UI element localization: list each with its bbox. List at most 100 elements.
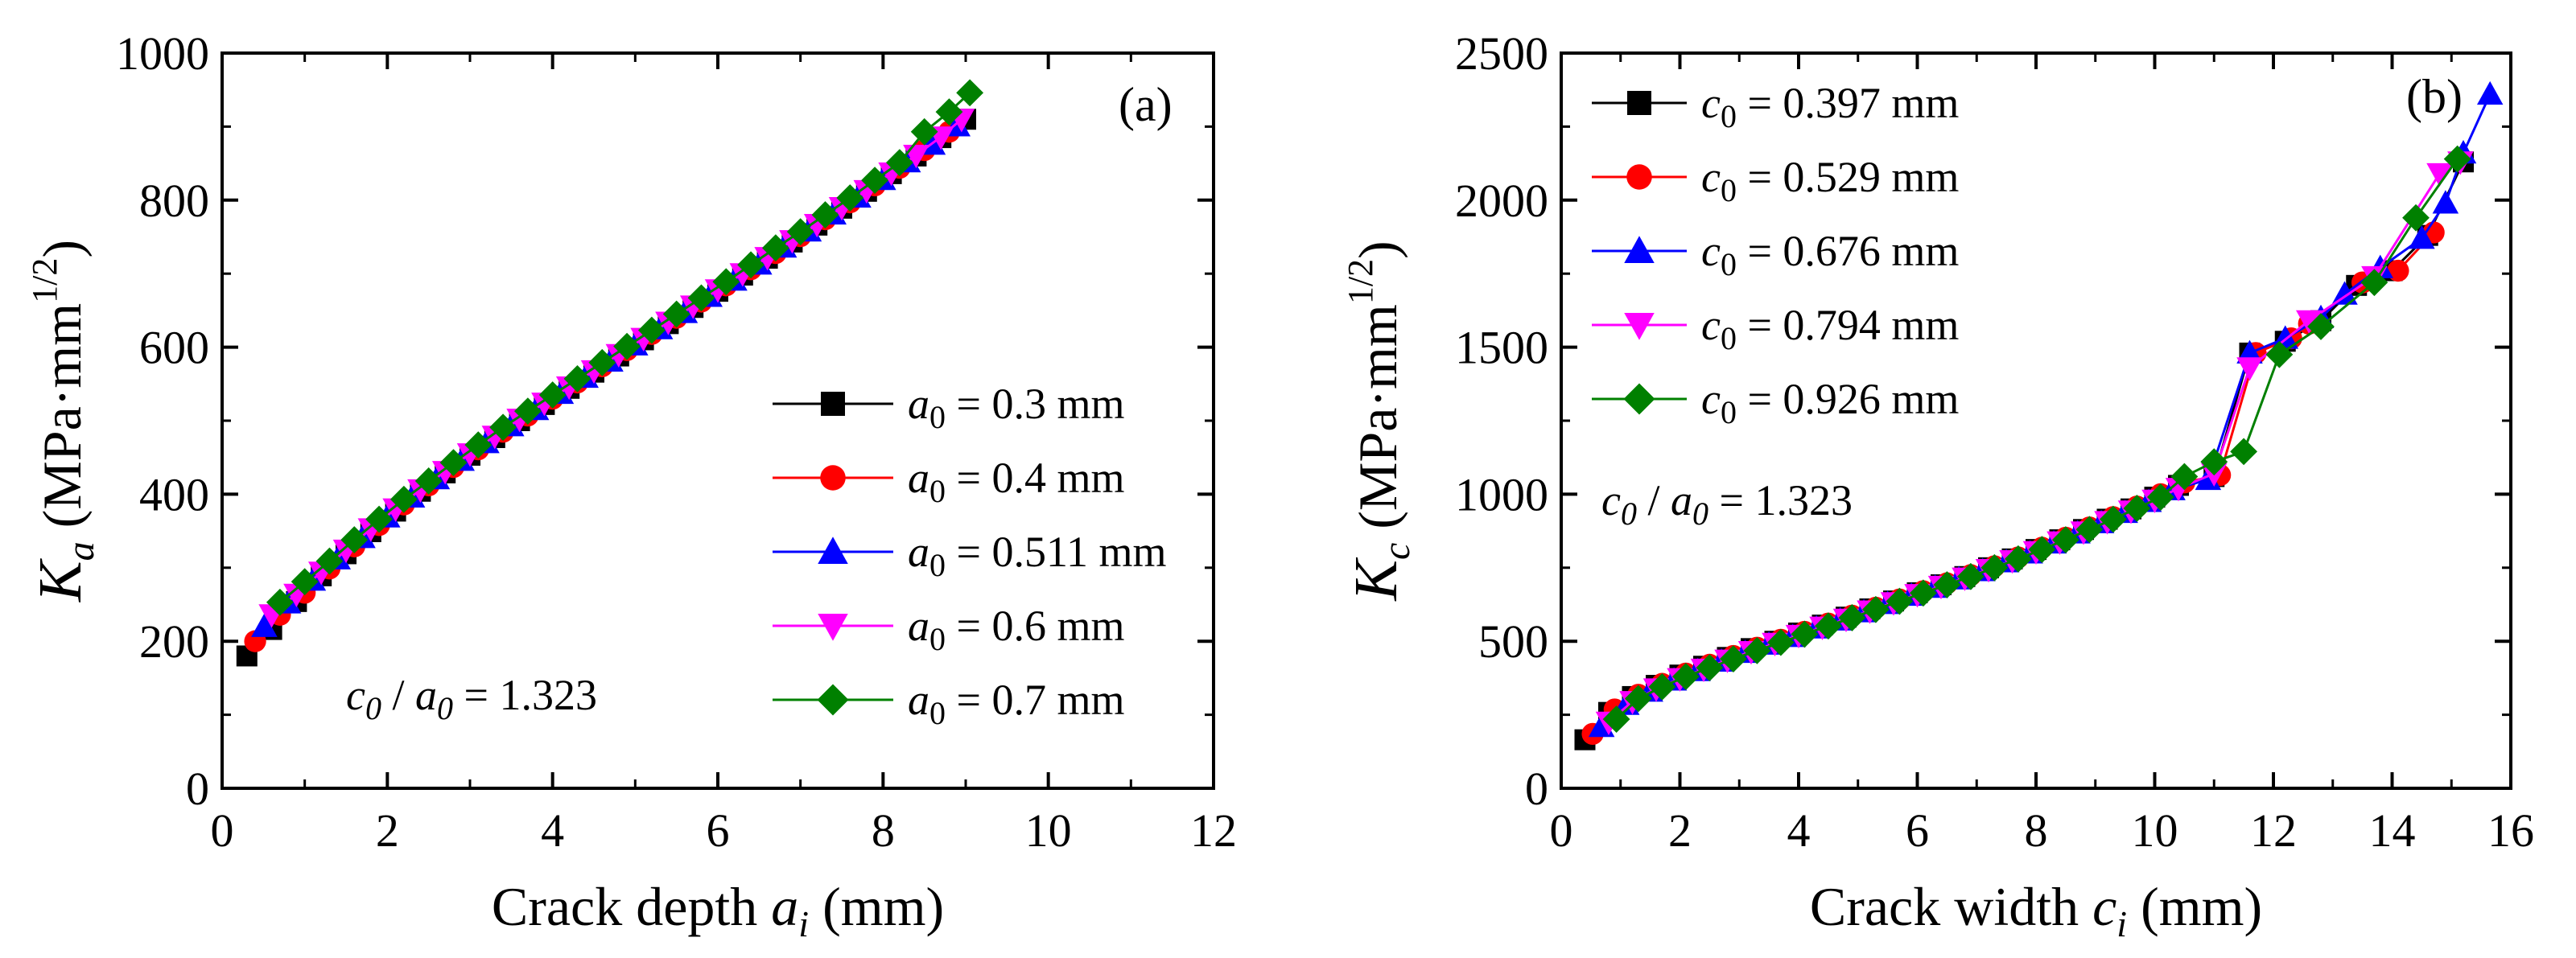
y-tick-label: 1500 [1455, 322, 1548, 374]
legend-marker [1627, 91, 1651, 115]
data-point [2170, 463, 2199, 491]
legend-entry: c0 = 0.926 mm [1701, 375, 1959, 430]
legend-var: a [908, 528, 929, 576]
data-point [613, 332, 641, 360]
legend-var: c [1701, 301, 1721, 349]
data-point [2004, 545, 2032, 573]
data-point [2230, 438, 2258, 466]
ann-sub: 0 [437, 690, 453, 726]
legend-marker [820, 465, 846, 491]
x-tick-label: 0 [1550, 804, 1573, 857]
y-axis-label-unit: (MPa·mm [31, 303, 93, 542]
data-point [389, 485, 418, 513]
x-tick-label: 2 [376, 804, 399, 857]
data-point [836, 184, 864, 212]
ann-slash: / [381, 671, 415, 719]
ann-value: = 1.323 [1708, 476, 1853, 524]
ann-sub: 0 [1621, 495, 1637, 532]
data-point [2146, 483, 2174, 511]
data-point [2236, 357, 2263, 381]
legend-entry: c0 = 0.529 mm [1701, 153, 1959, 208]
y-tick-label: 800 [139, 175, 209, 227]
y-axis-label-close: ) [1347, 241, 1408, 259]
data-point [1980, 553, 2009, 582]
x-tick-label: 6 [707, 804, 730, 857]
data-point [1648, 672, 1676, 701]
x-tick-label: 2 [1668, 804, 1692, 857]
x-tick-label: 12 [2250, 804, 2297, 857]
data-point [489, 413, 517, 442]
legend-marker [818, 537, 848, 564]
panel-label: (b) [2406, 70, 2463, 123]
y-axis-label: Kc (MPa·mm1/2) [1341, 241, 1418, 601]
legend-sub: 0 [1721, 172, 1737, 208]
legend-sub: 0 [1721, 98, 1737, 134]
ann-sub: 0 [365, 690, 381, 726]
legend-marker [821, 392, 845, 416]
legend-value: = 0.529 mm [1737, 153, 1959, 201]
legend-entry: a0 = 0.511 mm [908, 528, 1166, 583]
ann-slash: / [1637, 476, 1671, 524]
x-tick-label: 4 [541, 804, 564, 857]
legend-var: c [1701, 227, 1721, 275]
y-tick-label: 1000 [116, 27, 209, 80]
ratio-annotation: c0 / a0 = 1.323 [346, 671, 597, 726]
data-point [538, 381, 567, 409]
x-tick-label: 10 [1025, 804, 1072, 857]
ann-var: a [1671, 476, 1692, 524]
data-point [811, 201, 839, 228]
legend-entry: c0 = 0.397 mm [1701, 79, 1959, 134]
y-axis-label-sup: 1/2 [25, 258, 64, 303]
legend-value: = 0.926 mm [1737, 375, 1959, 423]
ratio-annotation: c0 / a0 = 1.323 [1601, 476, 1853, 532]
legend-sub: 0 [929, 473, 946, 509]
legend-sub: 0 [1721, 246, 1737, 282]
ann-var: c [346, 671, 365, 719]
legend-value: = 0.7 mm [946, 676, 1124, 724]
y-axis-label-var: K [1342, 557, 1410, 602]
y-tick-label: 0 [1525, 763, 1548, 815]
x-axis-label-var: a [771, 876, 798, 937]
data-point [2476, 80, 2504, 105]
ann-var: a [415, 671, 437, 719]
legend-marker [818, 614, 848, 641]
y-tick-label: 500 [1478, 615, 1548, 668]
y-axis-label: Ka (MPa·mm1/2) [25, 240, 102, 602]
x-axis-label-text: Crack width [1810, 876, 2092, 937]
x-axis-label: Crack depth ai (mm) [492, 876, 944, 944]
x-tick-label: 4 [1787, 804, 1811, 857]
data-point [1671, 663, 1700, 690]
legend-value: = 0.4 mm [946, 454, 1124, 502]
data-point [2028, 536, 2056, 564]
legend-entry: c0 = 0.794 mm [1701, 301, 1959, 356]
data-point [861, 167, 888, 195]
x-tick-label: 14 [2369, 804, 2416, 857]
data-point [1743, 636, 1771, 664]
y-tick-label: 2500 [1455, 27, 1548, 80]
ann-value: = 1.323 [453, 671, 597, 719]
data-point [662, 300, 690, 328]
ann-var: c [1601, 476, 1621, 524]
legend-marker [1624, 313, 1655, 340]
x-tick-label: 6 [1906, 804, 1929, 857]
x-tick-label: 0 [211, 804, 234, 857]
data-point [414, 467, 443, 495]
data-point [2402, 204, 2430, 232]
data-point [1956, 562, 1985, 590]
data-point [2409, 225, 2435, 249]
data-point [1933, 571, 1961, 598]
legend-entry: a0 = 0.3 mm [908, 380, 1124, 435]
x-tick-label: 8 [2025, 804, 2048, 857]
data-point [1766, 628, 1795, 656]
legend-var: c [1701, 153, 1721, 201]
legend-value: = 0.676 mm [1737, 227, 1959, 275]
x-tick-label: 8 [872, 804, 895, 857]
data-point [365, 505, 393, 533]
y-axis-label-sub: a [60, 541, 102, 561]
legend-marker [1624, 236, 1655, 263]
y-tick-label: 400 [139, 468, 209, 520]
legend-entry: a0 = 0.4 mm [908, 454, 1124, 509]
